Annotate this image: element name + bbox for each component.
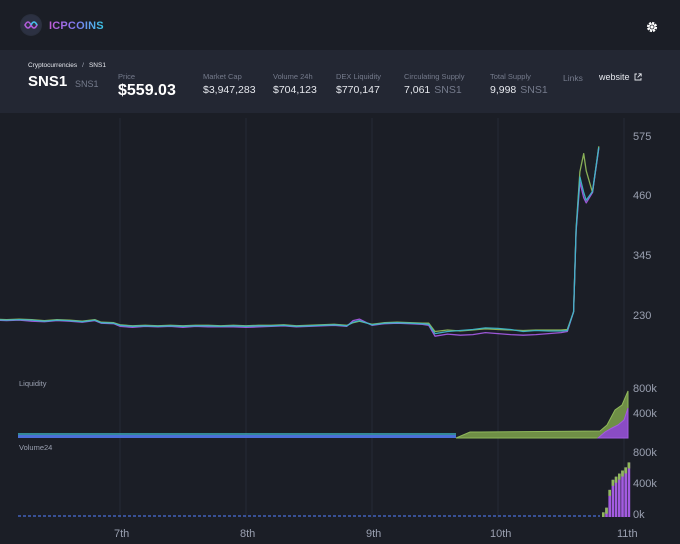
circulating-supply-label: Circulating Supply: [404, 72, 465, 81]
volume-tick-0k: 0k: [633, 509, 645, 521]
price-series-line: [0, 147, 600, 335]
volume-bar-cap: [614, 476, 618, 483]
price-series-line: [0, 148, 600, 337]
volume-bar-cap: [608, 489, 611, 496]
external-link-icon[interactable]: [634, 73, 642, 81]
breadcrumb-current: SNS1: [88, 62, 106, 69]
liquidity-tick-800k: 800k: [633, 383, 657, 395]
price-tick-230: 230: [633, 310, 652, 322]
token-symbol: SNS1: [75, 79, 99, 89]
volume-bar: [608, 489, 611, 517]
volume-bar-cap: [618, 473, 621, 480]
volume-tick-800k: 800k: [633, 447, 657, 459]
price-tick-345: 345: [633, 250, 652, 262]
links-label: Links: [563, 73, 583, 83]
price-label: Price: [118, 72, 136, 81]
volume-bar-cap: [621, 470, 624, 477]
price-tick-575: 575: [633, 131, 652, 143]
volume-bar: [621, 470, 624, 517]
volume-bar: [605, 507, 608, 517]
total-supply-number: 9,998: [490, 84, 517, 96]
volume-bar: [614, 476, 618, 517]
price-tick-460: 460: [633, 190, 652, 202]
website-link[interactable]: website: [599, 72, 642, 82]
x-tick-9th: 9th: [366, 528, 382, 540]
market-cap-value: $3,947,283: [203, 84, 256, 96]
website-link-label[interactable]: website: [599, 72, 630, 82]
token-name: SNS1: [28, 73, 68, 90]
volume-bar-cap: [605, 507, 608, 514]
brand-name[interactable]: ICPCOINS: [49, 20, 104, 32]
volume-panel-label: Volume24: [19, 443, 53, 452]
top-bar: ICPCOINS: [0, 0, 680, 50]
circulating-supply-unit: SNS1: [434, 84, 462, 96]
total-supply-label: Total Supply: [490, 72, 531, 81]
breadcrumb-separator: /: [82, 62, 84, 69]
volume-tick-400k: 400k: [633, 478, 657, 490]
volume-bar-cap: [611, 479, 615, 486]
breadcrumb-parent-link[interactable]: Cryptocurrencies: [28, 62, 78, 69]
price-value: $559.03: [118, 82, 176, 99]
x-tick-11th: 11th: [617, 528, 638, 540]
volume-24h-label: Volume 24h: [273, 72, 313, 81]
volume-bar: [611, 479, 615, 517]
total-supply-unit: SNS1: [520, 84, 548, 96]
dex-liquidity-value: $770,147: [336, 84, 380, 96]
total-supply-value: 9,998 SNS1: [490, 84, 548, 96]
x-tick-8th: 8th: [240, 528, 256, 540]
liquidity-area-base: [18, 435, 456, 438]
market-cap-label: Market Cap: [203, 72, 242, 81]
price-series-line: [0, 146, 600, 333]
circulating-supply-number: 7,061: [404, 84, 431, 96]
x-tick-7th: 7th: [114, 528, 130, 540]
dex-liquidity-label: DEX Liquidity: [336, 72, 382, 81]
liquidity-area-cyan: [18, 433, 456, 435]
volume-bar: [624, 467, 627, 517]
token-header: [0, 50, 680, 113]
volume-bar: [618, 473, 621, 517]
volume-bar-cap: [624, 467, 627, 474]
circulating-supply-value: 7,061 SNS1: [404, 84, 462, 96]
icpcoins-logo-icon[interactable]: [20, 14, 42, 36]
liquidity-area-green: [455, 390, 629, 439]
gear-icon[interactable]: [645, 20, 659, 34]
breadcrumb: Cryptocurrencies / SNS1: [28, 62, 106, 69]
volume-bar-cap: [602, 512, 605, 517]
volume-bar-cap: [627, 462, 631, 469]
liquidity-tick-400k: 400k: [633, 408, 657, 420]
volume-24h-value: $704,123: [273, 84, 317, 96]
liquidity-panel-label: Liquidity: [19, 379, 47, 388]
volume-bar: [627, 462, 631, 517]
volume-bar: [602, 512, 605, 517]
x-tick-10th: 10th: [490, 528, 512, 540]
liquidity-area-purple: [596, 407, 629, 439]
